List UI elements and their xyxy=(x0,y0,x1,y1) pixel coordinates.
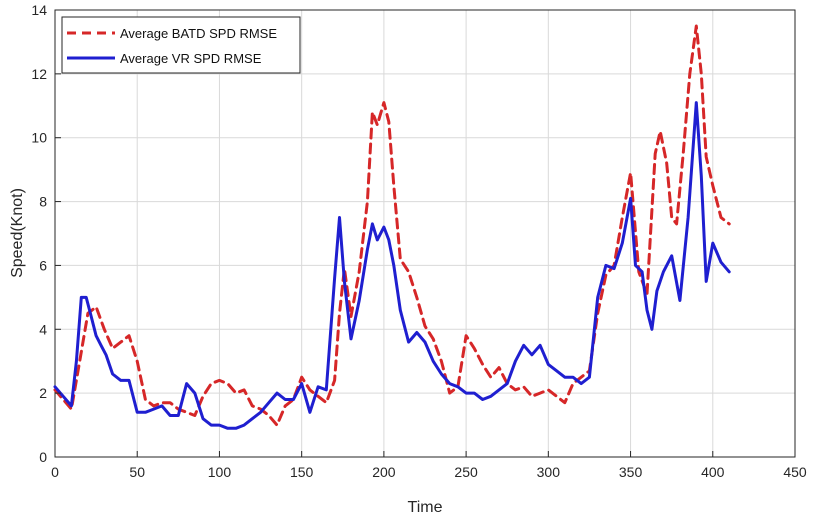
x-tick-label: 300 xyxy=(537,464,561,480)
series-line-vr xyxy=(53,101,731,430)
legend-label-vr: Average VR SPD RMSE xyxy=(120,51,262,66)
legend-label-batd: Average BATD SPD RMSE xyxy=(120,26,277,41)
grid xyxy=(55,10,795,457)
y-tick-label: 8 xyxy=(39,194,47,210)
y-axis-ticks: 0 2 4 6 8 10 12 14 xyxy=(31,2,61,465)
y-tick-label: 10 xyxy=(31,130,47,146)
y-tick-label: 4 xyxy=(39,321,47,337)
plot-frame xyxy=(54,9,796,458)
legend: Average BATD SPD RMSE Average VR SPD RMS… xyxy=(61,16,301,74)
y-axis-title: Speed(Knot) xyxy=(9,188,26,278)
x-tick-label: 50 xyxy=(129,464,145,480)
legend-box xyxy=(61,16,301,74)
x-tick-label: 400 xyxy=(701,464,725,480)
y-tick-label: 2 xyxy=(39,385,47,401)
y-tick-label: 12 xyxy=(31,66,47,82)
x-tick-label: 100 xyxy=(208,464,232,480)
y-tick-label: 0 xyxy=(39,449,47,465)
x-tick-label: 0 xyxy=(51,464,59,480)
x-tick-label: 200 xyxy=(372,464,396,480)
x-tick-label: 150 xyxy=(290,464,314,480)
x-tick-label: 450 xyxy=(783,464,807,480)
x-axis-ticks: 0 50 100 150 200 250 300 350 400 450 xyxy=(51,451,807,480)
series-line-batd xyxy=(53,24,731,427)
x-tick-label: 350 xyxy=(619,464,643,480)
series-layer xyxy=(53,24,731,430)
x-axis-title: Time xyxy=(408,499,443,516)
y-tick-label: 6 xyxy=(39,257,47,273)
x-tick-label: 250 xyxy=(454,464,478,480)
y-tick-label: 14 xyxy=(31,2,47,18)
